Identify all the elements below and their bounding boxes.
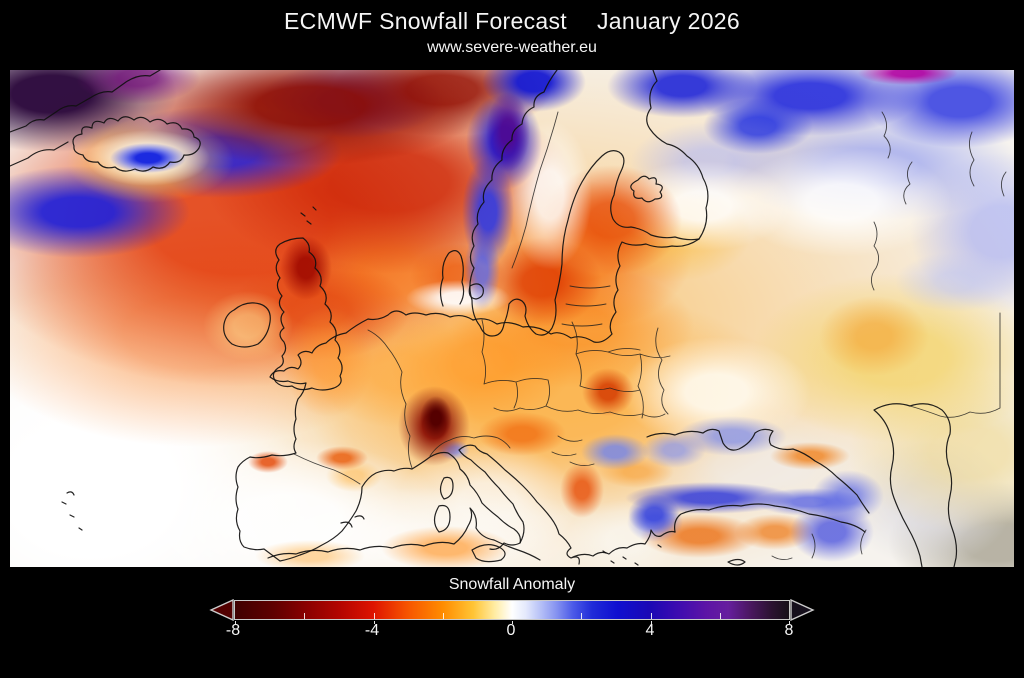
colorbar-tick-labels: -8 -4 0 4 8: [226, 622, 794, 640]
colorbar-tick-label: -4: [364, 622, 380, 639]
colorbar-tick-label: -8: [225, 622, 241, 639]
coastline-sicily: [471, 544, 506, 563]
coastline-britain: [272, 237, 343, 391]
colorbar-major-tick: [789, 621, 790, 624]
atlantic-islands: [61, 491, 83, 531]
aegean-islands: [602, 544, 662, 566]
coastline-caspian: [873, 403, 958, 567]
colorbar-inner-tick: [650, 613, 652, 619]
coastline-blacksea-north: [646, 428, 870, 514]
coastline-north-africa: [267, 507, 541, 561]
colorbar-inner-tick: [719, 613, 721, 619]
coastline-finland-east: [646, 70, 709, 240]
colorbar-major-tick: [650, 621, 652, 624]
colorbar-tick-label: 4: [645, 622, 655, 639]
title-text: ECMWF Snowfall Forecast: [284, 8, 567, 34]
finland-lakes: [630, 175, 663, 203]
coastline-adriatic-greece: [458, 444, 676, 565]
colorbar-left-arrow-shape: [209, 599, 234, 621]
coastline-west-europe: [235, 310, 521, 562]
rivers-northeast: [871, 111, 1007, 291]
coastline-turkey-north: [674, 503, 866, 533]
coastline-scandinavia: [469, 70, 700, 337]
anomaly-field: [10, 70, 1014, 567]
colorbar-inner-tick: [442, 613, 444, 619]
colorbar: [209, 599, 815, 624]
coastline-greenland: [10, 70, 161, 167]
colorbar-tick-label: 0: [506, 622, 516, 639]
coastline-denmark: [439, 250, 484, 307]
colorbar-title: Snowfall Anomaly: [448, 576, 576, 593]
colorbar-major-tick: [512, 621, 513, 624]
colorbar-tick-label: 8: [784, 622, 794, 639]
country-borders: [293, 111, 1001, 561]
shetland-islands: [300, 206, 317, 225]
colorbar-gradient: [235, 601, 789, 619]
colorbar-inner-tick: [373, 613, 375, 619]
colorbar-right-arrow: [790, 599, 815, 621]
coastline-iceland: [72, 116, 201, 172]
coastlines-svg: [10, 70, 1007, 567]
colorbar-inner-tick: [304, 613, 306, 619]
coastline-balearics: [340, 515, 365, 528]
colorbar-major-tick: [235, 621, 236, 624]
coastline-cyprus: [727, 558, 746, 566]
coastline-baltic-south: [472, 238, 700, 343]
colorbar-inner-tick: [581, 613, 583, 619]
website-credit: www.severe-weather.eu: [427, 39, 597, 56]
coastline-corsica-sardinia: [433, 476, 454, 533]
title-period: January 2026: [596, 8, 740, 34]
colorbar-right-arrow-shape: [790, 599, 815, 621]
colorbar-major-tick: [373, 621, 375, 624]
map-figure: [10, 70, 1014, 567]
colorbar-bar: [234, 600, 790, 624]
coastline-ireland: [223, 302, 271, 348]
colorbar-left-arrow: [209, 599, 234, 621]
page-title: ECMWF Snowfall Forecast January 2026: [0, 8, 1024, 35]
